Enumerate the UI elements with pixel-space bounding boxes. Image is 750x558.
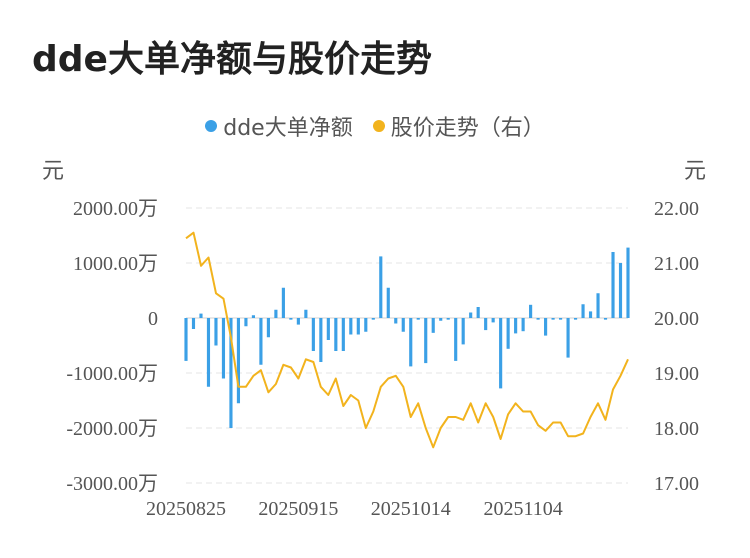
right-tick-label: 18.00	[654, 418, 699, 440]
bar	[573, 318, 578, 320]
bar	[206, 318, 211, 387]
bar	[281, 287, 285, 318]
bar	[544, 318, 548, 336]
bar	[319, 318, 323, 362]
legend-item-line[interactable]: 股价走势（右）	[372, 110, 545, 142]
bar	[529, 304, 533, 318]
bar	[191, 318, 196, 329]
bar	[236, 318, 241, 404]
bar	[536, 318, 540, 320]
bar	[514, 318, 518, 334]
bar	[289, 318, 293, 320]
bar	[356, 318, 360, 335]
bar	[199, 313, 203, 318]
bar	[618, 263, 623, 318]
x-tick-label: 20250825	[146, 498, 226, 520]
legend-bar-dot-icon	[205, 120, 218, 132]
left-tick-label: 1000.00万	[73, 253, 158, 275]
price-line	[185, 231, 629, 449]
bar	[341, 318, 345, 351]
left-axis-unit: 元	[42, 159, 64, 184]
legend-item-bar[interactable]: dde大单净额	[205, 110, 353, 142]
x-tick-label: 20251104	[483, 498, 562, 520]
bar	[386, 287, 390, 318]
bar	[603, 318, 608, 320]
bar	[476, 307, 480, 318]
chart-title: dde大单净额与股价走势	[32, 39, 432, 80]
bar	[304, 309, 308, 318]
right-tick-label: 21.00	[654, 253, 699, 275]
bar	[274, 309, 278, 318]
bar	[221, 318, 226, 379]
bar	[409, 318, 413, 367]
legend-bar-label: dde大单净额	[223, 116, 353, 141]
bar	[259, 318, 263, 365]
bar	[439, 318, 443, 321]
bar	[506, 318, 510, 349]
bar	[364, 318, 368, 332]
bar	[394, 318, 398, 324]
bar	[588, 311, 593, 318]
right-axis-unit: 元	[684, 159, 706, 184]
bar	[214, 318, 218, 346]
bar	[349, 318, 353, 335]
x-tick-label: 20250915	[258, 498, 338, 520]
bar	[596, 293, 600, 318]
bar	[461, 318, 465, 345]
right-tick-label: 19.00	[654, 363, 699, 385]
bar	[379, 256, 383, 318]
left-tick-label: 2000.00万	[73, 198, 158, 220]
bar	[611, 252, 615, 318]
bar	[266, 318, 270, 338]
bar	[551, 318, 555, 320]
bar	[484, 318, 488, 331]
bar	[566, 318, 570, 358]
legend-line-dot-icon	[372, 120, 385, 132]
bar	[326, 318, 330, 340]
bar	[454, 318, 458, 361]
left-tick-label: -1000.00万	[66, 363, 158, 385]
left-tick-label: -3000.00万	[66, 473, 158, 495]
bar	[244, 318, 248, 327]
bar	[371, 318, 375, 320]
bar	[424, 318, 428, 364]
bar	[184, 318, 188, 361]
bar	[559, 318, 563, 320]
bar	[626, 247, 630, 318]
bar	[229, 318, 233, 428]
left-tick-label: 0	[148, 308, 158, 330]
right-tick-label: 20.00	[654, 308, 699, 330]
bar	[416, 318, 420, 320]
bar	[446, 318, 450, 320]
legend-line-label: 股价走势（右）	[390, 116, 545, 141]
bar	[296, 318, 300, 325]
bar	[469, 312, 473, 318]
left-tick-label: -2000.00万	[66, 418, 158, 440]
bar	[521, 318, 525, 332]
bar	[334, 318, 338, 351]
bar	[499, 318, 503, 389]
x-tick-label: 20251014	[371, 498, 451, 520]
bar	[431, 318, 435, 333]
bar	[581, 304, 585, 318]
bar	[251, 315, 255, 318]
bar	[311, 318, 315, 351]
bar	[491, 318, 495, 323]
legend: dde大单净额 股价走势（右）	[0, 110, 750, 142]
right-tick-label: 22.00	[654, 198, 699, 220]
bar	[401, 318, 405, 332]
right-tick-label: 17.00	[654, 473, 699, 495]
